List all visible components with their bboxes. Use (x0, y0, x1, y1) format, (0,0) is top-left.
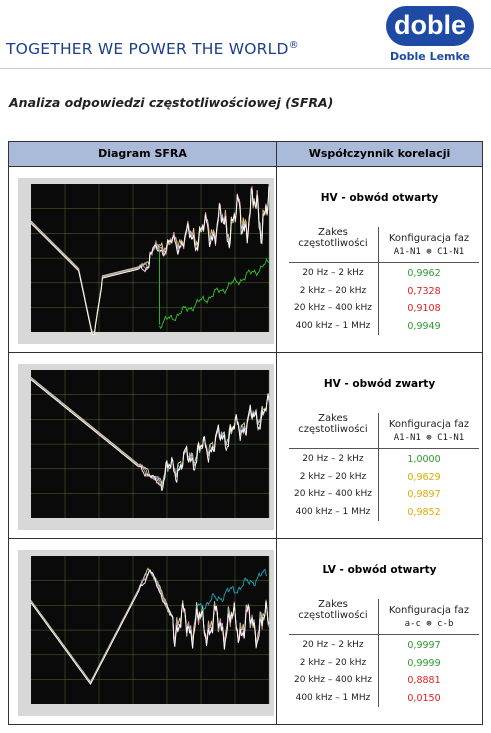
plot-curve (30, 569, 270, 686)
slogan: TOGETHER WE POWER THE WORLD® (6, 40, 299, 58)
correlation-value: 0,9949 (407, 320, 441, 332)
header-rule (289, 634, 479, 635)
range: 20 Hz – 2 kHz (302, 268, 364, 278)
config: a-c ⊛ c-b (404, 619, 454, 629)
config-header: Konfiguracja faz (388, 605, 470, 616)
range: 20 Hz – 2 kHz (302, 640, 364, 650)
range-header: Zakes częstotliwości (298, 599, 368, 621)
config-header: Konfiguracja faz (388, 233, 470, 244)
correlation-value: 0,9897 (407, 489, 441, 500)
correlation-value: 1,0000 (407, 454, 441, 465)
correlation-value: 0,9962 (407, 268, 441, 279)
company-name: Doble Lemke (389, 50, 471, 63)
table: Diagram SFRA Współczynnik korelacji HV -… (8, 141, 483, 725)
slogan-text: TOGETHER WE POWER THE WORLD (6, 40, 289, 59)
trademark: ® (288, 40, 299, 51)
range: 400 kHz – 1 MHz (295, 506, 371, 517)
range-header: Zakes częstotliwości (298, 227, 368, 249)
config-header: Konfiguracja faz (388, 419, 470, 430)
range: 400 kHz – 1 MHz (295, 320, 371, 331)
logo: doble (386, 6, 474, 46)
cell-divider (378, 413, 379, 521)
cell-divider (378, 599, 379, 707)
column-header: Współczynnik korelacji (277, 142, 482, 167)
config: A1-N1 ⊛ C1-N1 (393, 433, 465, 443)
sfra-plot (18, 178, 274, 344)
section: LV - obwód otwarty Zakes częstotliwości Ko… (9, 538, 482, 726)
correlation-value: 0,9997 (407, 640, 441, 651)
correlation-value: 0,7328 (407, 285, 441, 297)
correlation-value: 0,9629 (407, 471, 441, 483)
range: 2 kHz – 20 kHz (299, 471, 367, 482)
header-rule (289, 262, 479, 263)
correlation-value: 0,8881 (407, 675, 441, 686)
range: 20 kHz – 400 kHz (294, 675, 372, 685)
correlation-value: 0,9108 (407, 303, 441, 314)
sfra-plot (18, 364, 274, 530)
correlation-value: 0,9999 (407, 657, 441, 669)
range: 2 kHz – 20 kHz (299, 285, 367, 296)
section-heading: HV - obwód zwarty (323, 378, 436, 390)
sfra-plot (18, 550, 274, 716)
range: 20 Hz – 2 kHz (302, 454, 364, 464)
section: HV - obwód zwarty Zakes częstotliwości Kon… (9, 352, 482, 540)
range: 20 kHz – 400 kHz (294, 303, 372, 313)
config: A1-N1 ⊛ C1-N1 (393, 247, 465, 257)
section-heading: HV - obwód otwarty (320, 192, 439, 204)
plot-curve (30, 379, 270, 492)
plot-curve (159, 257, 269, 329)
divider (0, 68, 491, 69)
plot-curve (30, 186, 270, 335)
plot-curve (197, 568, 268, 612)
range-header: Zakes częstotliwości (298, 413, 368, 435)
header-rule (289, 448, 479, 449)
title: Analiza odpowiedzi częstotliwościowej (S… (9, 95, 334, 110)
column-divider (276, 142, 277, 724)
correlation-value: 0,0150 (407, 692, 441, 704)
plot-curve (30, 185, 270, 335)
range: 2 kHz – 20 kHz (299, 657, 367, 668)
section: HV - obwód otwarty Zakes częstotliwości Ko… (9, 166, 482, 354)
cell-divider (378, 227, 379, 335)
range: 400 kHz – 1 MHz (295, 692, 371, 703)
range: 20 kHz – 400 kHz (294, 489, 372, 499)
correlation-value: 0,9852 (407, 506, 441, 518)
section-heading: LV - obwód otwarty (322, 564, 437, 576)
column-header: Diagram SFRA (9, 142, 276, 167)
